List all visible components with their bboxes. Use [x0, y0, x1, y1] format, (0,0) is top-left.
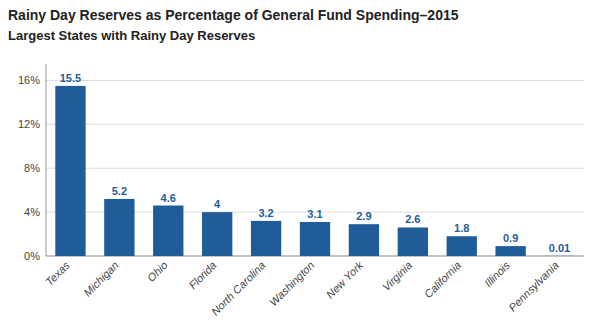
bar: [202, 212, 232, 256]
data-label: 4.6: [161, 192, 176, 204]
y-tick-label: 12%: [18, 118, 40, 130]
data-label: 3.1: [307, 208, 322, 220]
x-tick-label: California: [422, 259, 463, 300]
data-label: 15.5: [60, 72, 81, 84]
x-tick-label: North Carolina: [209, 259, 268, 318]
bar: [300, 222, 330, 256]
chart-svg: Rainy Day Reserves as Percentage of Gene…: [0, 0, 594, 330]
grid-line: [46, 124, 584, 125]
bar: [251, 221, 281, 256]
x-tick-label: Pennsylvania: [506, 259, 561, 314]
y-tick-label: 4%: [24, 206, 40, 218]
data-label: 3.2: [258, 207, 273, 219]
data-label: 2.9: [356, 210, 371, 222]
bar: [447, 236, 477, 256]
x-tick-label: Florida: [186, 259, 218, 291]
data-label: 1.8: [454, 222, 469, 234]
data-label: 0.9: [503, 232, 518, 244]
grid-line: [46, 80, 584, 81]
bars: [55, 86, 574, 256]
y-tick-label: 8%: [24, 162, 40, 174]
x-tick-label: New York: [324, 259, 366, 301]
x-tick-label: Michigan: [81, 259, 121, 299]
y-tick-label: 16%: [18, 74, 40, 86]
y-tick-label: 0%: [24, 250, 40, 262]
x-tick-label: Washington: [267, 259, 316, 308]
x-tick-label: Illinois: [482, 259, 512, 289]
bar: [398, 227, 428, 256]
data-label: 0.01: [549, 242, 570, 254]
data-label: 2.6: [405, 213, 420, 225]
data-label: 5.2: [112, 185, 127, 197]
bar: [495, 246, 525, 256]
bar: [153, 206, 183, 256]
bar: [104, 199, 134, 256]
bar: [349, 224, 379, 256]
data-label: 4: [214, 198, 221, 210]
y-axis-line: [46, 64, 47, 256]
subtitle: Largest States with Rainy Day Reserves: [8, 28, 255, 43]
x-tick-label: Virginia: [380, 259, 414, 293]
grid: [46, 80, 584, 256]
x-tick-label: Texas: [43, 259, 72, 288]
chart-container: Rainy Day Reserves as Percentage of Gene…: [0, 0, 594, 330]
grid-line: [46, 168, 584, 169]
bar: [55, 86, 85, 256]
bar: [544, 255, 574, 256]
title: Rainy Day Reserves as Percentage of Gene…: [8, 7, 459, 23]
x-tick-label: Ohio: [145, 259, 170, 284]
